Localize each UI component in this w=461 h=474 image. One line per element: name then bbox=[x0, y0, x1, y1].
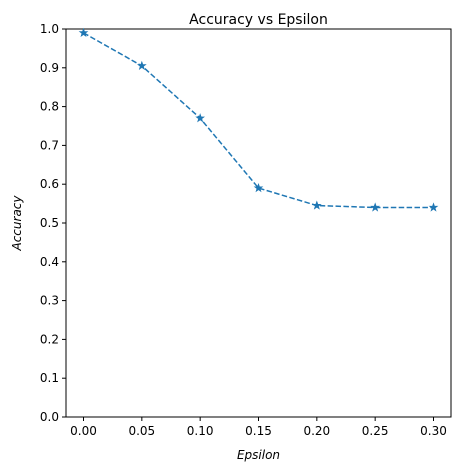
x-tick-label: 0.30 bbox=[420, 424, 447, 438]
y-axis-label: Accuracy bbox=[10, 195, 24, 252]
x-tick-label: 0.25 bbox=[362, 424, 389, 438]
y-tick-label: 1.0 bbox=[40, 22, 59, 36]
y-tick-label: 0.1 bbox=[40, 371, 59, 385]
x-tick-label: 0.05 bbox=[128, 424, 155, 438]
data-point-star bbox=[428, 202, 439, 212]
x-tick-label: 0.15 bbox=[245, 424, 272, 438]
y-tick-label: 0.4 bbox=[40, 255, 59, 269]
x-axis: 0.00 0.05 0.10 0.15 0.20 0.25 0.30 bbox=[70, 417, 447, 438]
chart-title: Accuracy vs Epsilon bbox=[189, 12, 328, 28]
y-tick-label: 0.5 bbox=[40, 216, 59, 230]
data-point-star bbox=[311, 200, 322, 210]
y-tick-label: 0.2 bbox=[40, 332, 59, 346]
x-tick-label: 0.10 bbox=[187, 424, 214, 438]
y-tick-label: 0.9 bbox=[40, 61, 59, 75]
y-tick-label: 0.7 bbox=[40, 138, 59, 152]
y-tick-label: 0.6 bbox=[40, 177, 59, 191]
x-axis-label: Epsilon bbox=[237, 448, 280, 462]
x-tick-label: 0.00 bbox=[70, 424, 97, 438]
data-point-star bbox=[253, 182, 264, 193]
data-point-star bbox=[370, 202, 381, 212]
y-tick-label: 0.3 bbox=[40, 294, 59, 308]
plot-area bbox=[65, 28, 452, 418]
data-point-star bbox=[195, 113, 206, 123]
y-axis: 0.0 0.1 0.2 0.3 0.4 0.5 0.6 0.7 0.8 0.9 1.0 bbox=[40, 22, 66, 424]
x-tick-label: 0.20 bbox=[303, 424, 330, 438]
accuracy-series-markers bbox=[78, 27, 439, 212]
y-tick-label: 0.8 bbox=[40, 100, 59, 114]
data-point-star bbox=[78, 27, 89, 38]
data-point-star bbox=[136, 60, 147, 70]
y-tick-label: 0.0 bbox=[40, 410, 59, 424]
